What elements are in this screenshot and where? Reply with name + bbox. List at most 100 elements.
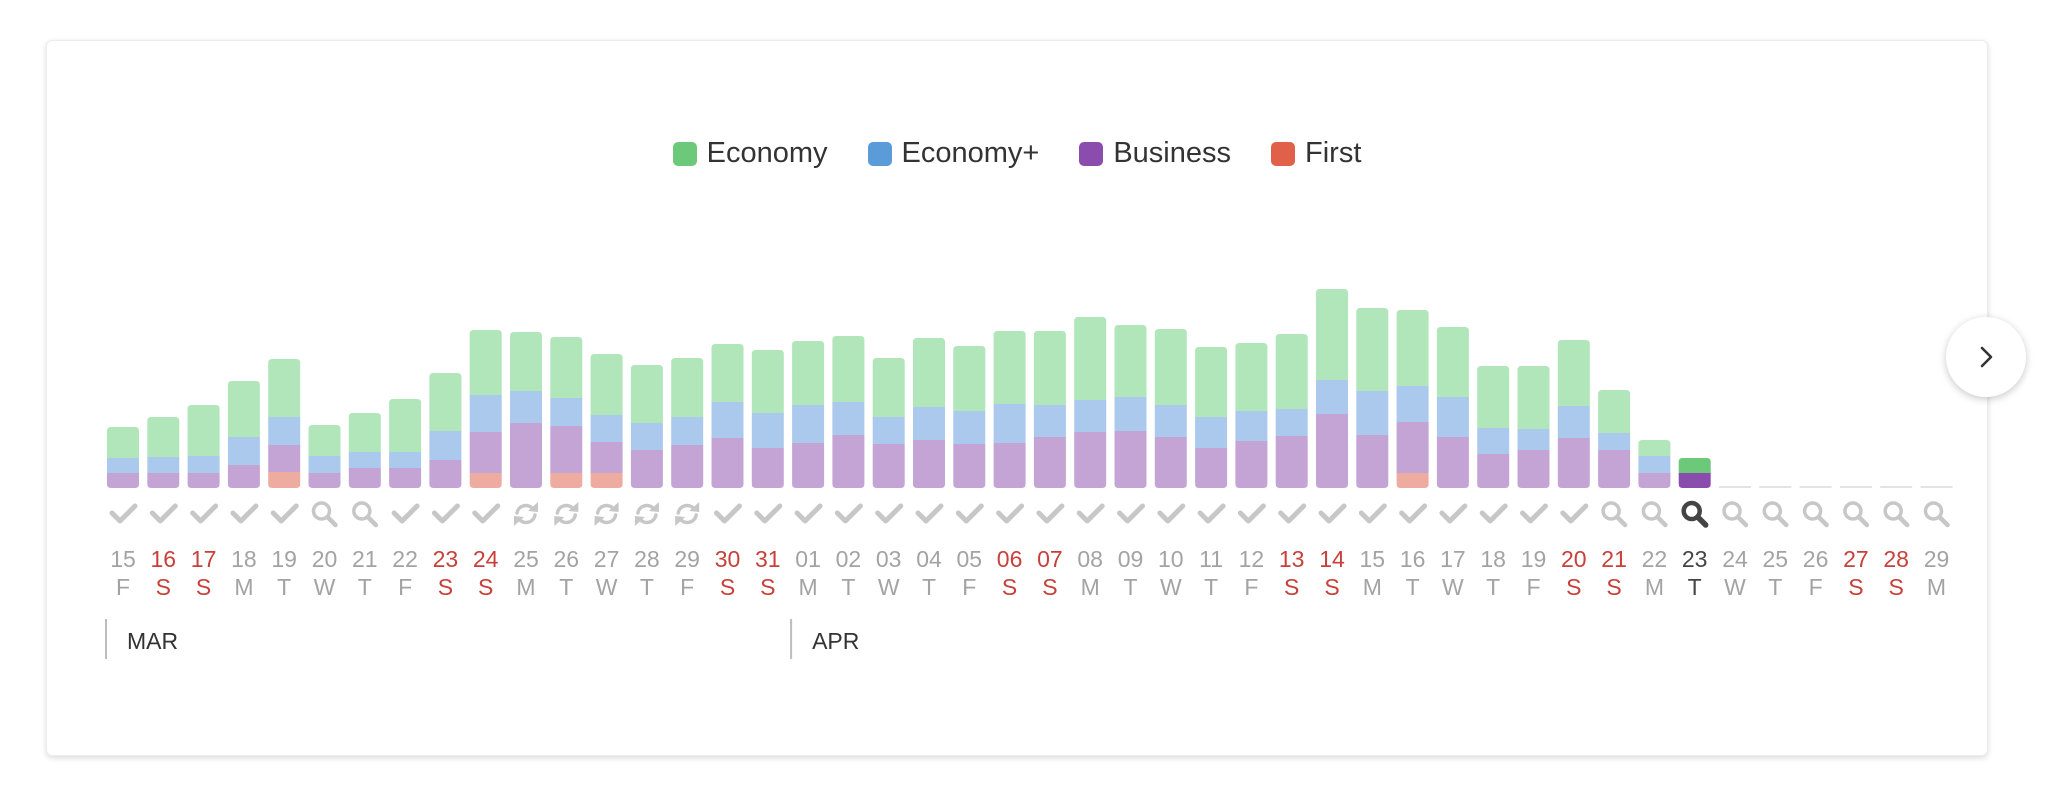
day-number-label: 22 [1642,546,1668,572]
day-column[interactable]: 25M [510,332,542,600]
check-icon [1076,503,1105,524]
day-of-week-label: T [1406,574,1420,600]
legend-item-business[interactable]: Business [1079,137,1231,170]
day-column[interactable]: 29F [671,358,704,600]
day-column[interactable]: 14S [1316,289,1348,600]
day-column[interactable]: 27W [590,354,623,600]
day-column[interactable]: 07S [1033,331,1066,600]
day-column[interactable]: 10W [1154,329,1187,600]
bar-segment-economy-plus [711,402,744,438]
month-marker: APR [790,619,859,659]
day-column[interactable]: 30S [711,344,744,600]
day-column[interactable]: 02T [832,336,865,600]
day-column[interactable]: 28S [1880,486,1913,600]
day-column[interactable]: 24W [1719,486,1751,600]
day-column[interactable]: 22F [389,399,422,600]
day-number-label: 30 [715,546,741,572]
day-column[interactable]: 16S [147,417,180,600]
day-number-label: 29 [1924,546,1950,572]
bar-segment-business [1316,414,1348,488]
day-column[interactable]: 13S [1275,334,1308,600]
refresh-icon [675,502,700,526]
bar-segment-business [429,460,462,488]
bar-segment-economy-plus [1114,397,1147,431]
check-icon [1560,503,1589,524]
bar-segment-business [1598,450,1631,488]
day-number-label: 15 [1360,546,1386,572]
bar-segment-economy-plus [1477,428,1510,454]
day-column[interactable]: 01M [792,341,825,600]
day-column[interactable]: 08M [1074,317,1107,600]
day-number-label: 02 [836,546,862,572]
check-icon [955,503,984,524]
bar-segment-economy-plus [953,411,986,444]
day-column[interactable]: 18T [1477,366,1510,600]
day-column[interactable]: 27S [1839,486,1872,600]
day-number-label: 14 [1319,546,1345,572]
bar-segment-economy [187,405,220,456]
day-column[interactable]: 19T [268,359,301,600]
day-column[interactable]: 25T [1759,486,1792,600]
refresh-icon [634,502,659,526]
bar-segment-economy [671,358,704,417]
bar-segment-economy [832,336,865,402]
day-column[interactable]: 15M [1356,308,1389,600]
bar-segment-business [469,432,502,473]
bar-segment-business [630,450,663,488]
day-column[interactable]: 15F [107,427,139,600]
bar-segment-economy-plus [147,457,180,473]
day-column[interactable]: 04T [913,338,945,600]
bar-segment-business [1517,450,1550,488]
bar-segment-economy [1275,334,1308,409]
next-button[interactable] [1946,317,2026,397]
legend-item-first[interactable]: First [1271,137,1361,170]
bar-segment-first [268,472,301,488]
search-icon [1883,501,1910,528]
day-column[interactable]: 31S [751,350,784,600]
bar-segment-economy-plus [1033,405,1066,437]
search-icon [1641,501,1668,528]
bar-segment-economy [751,350,784,413]
day-column[interactable]: 16T [1396,310,1429,600]
day-column[interactable]: 26F [1799,486,1832,600]
day-column[interactable]: 29M [1920,486,1953,600]
day-column[interactable]: 23T [1678,458,1711,600]
day-number-label: 28 [1883,546,1909,572]
bar-segment-business [1396,422,1429,473]
check-icon [1278,503,1307,524]
day-column[interactable]: 21S [1598,390,1631,600]
bar-segment-economy [1074,317,1107,400]
legend-label: Economy [706,137,828,169]
day-column[interactable]: 21T [348,413,381,600]
day-column[interactable]: 06S [993,331,1026,600]
day-column[interactable]: 22M [1638,440,1671,600]
legend-item-economy-plus[interactable]: Economy+ [867,137,1039,170]
day-of-week-label: W [1724,574,1746,600]
day-column[interactable]: 19F [1517,366,1550,600]
day-column[interactable]: 11T [1195,347,1228,600]
legend-item-economy[interactable]: Economy [672,137,828,170]
day-column[interactable]: 28T [630,365,663,600]
day-column[interactable]: 12F [1235,343,1268,600]
day-of-week-label: T [1768,574,1782,600]
day-column[interactable]: 03W [872,358,905,600]
check-icon [1520,503,1548,524]
day-column[interactable]: 09T [1114,325,1147,600]
bar-segment-economy [1195,347,1228,417]
day-column[interactable]: 05F [953,346,986,600]
day-column[interactable]: 17W [1436,327,1469,600]
bar-segment-economy-plus [671,417,704,445]
bar-segment-business [1114,431,1147,488]
day-column[interactable]: 24S [469,330,502,600]
day-column[interactable]: 20W [308,425,341,600]
day-number-label: 29 [674,546,700,572]
day-column[interactable]: 17S [187,405,220,600]
bar-segment-business [107,473,139,488]
bar-segment-economy-plus [1235,411,1268,441]
day-column[interactable]: 18M [227,381,260,600]
day-column[interactable]: 20S [1557,340,1590,600]
day-column[interactable]: 23S [429,373,462,600]
check-icon [1358,503,1387,524]
day-column[interactable]: 26T [550,337,583,600]
bar-segment-economy [550,337,583,398]
